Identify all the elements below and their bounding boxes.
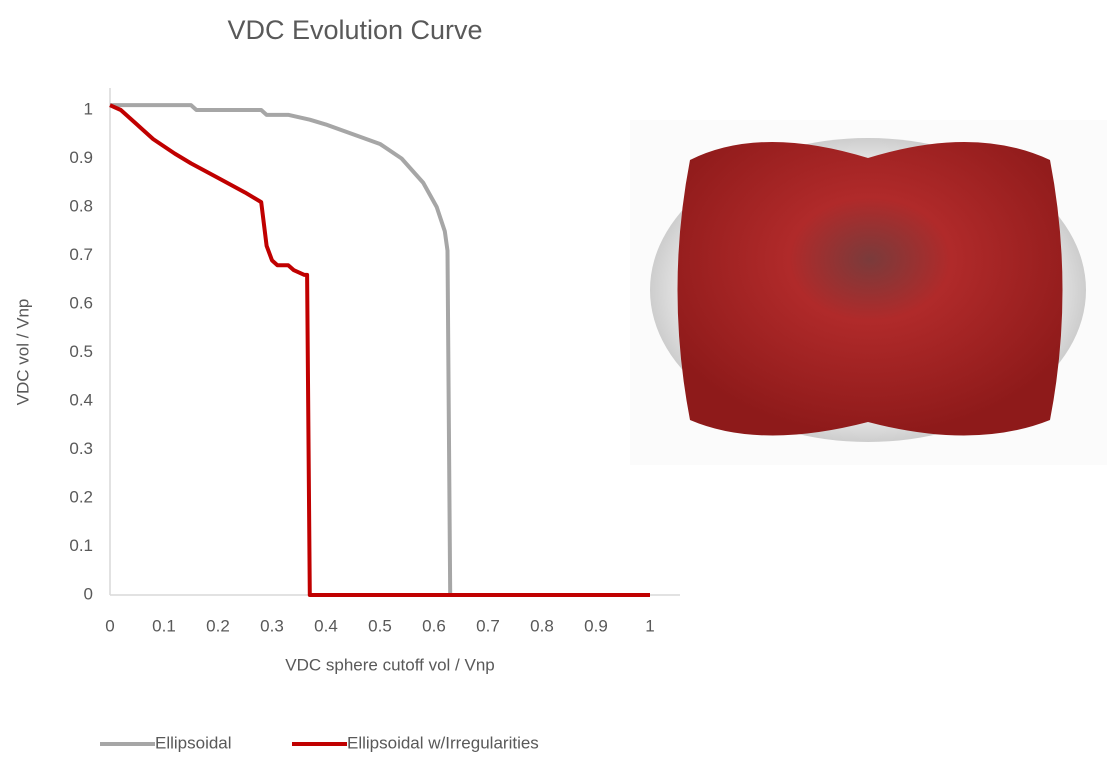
x-tick-label: 0.8 <box>530 616 554 635</box>
y-tick-label: 0.8 <box>69 196 93 215</box>
x-tick-label: 0.5 <box>368 616 392 635</box>
x-tick-label: 0.3 <box>260 616 284 635</box>
y-axis-label: VDC vol / Vnp <box>13 299 32 406</box>
x-axis-label: VDC sphere cutoff vol / Vnp <box>285 655 494 674</box>
data-line <box>110 103 650 597</box>
x-tick-label: 0.6 <box>422 616 446 635</box>
y-tick-label: 0.1 <box>69 536 93 555</box>
legend-label: Ellipsoidal <box>155 733 232 752</box>
x-tick-label: 0.2 <box>206 616 230 635</box>
x-tick-label: 0.4 <box>314 616 338 635</box>
legend-label: Ellipsoidal w/Irregularities <box>347 733 539 752</box>
y-tick-label: 0.4 <box>69 390 93 409</box>
x-tick-label: 0 <box>105 616 114 635</box>
data-line <box>109 103 650 597</box>
x-tick-label: 1 <box>645 616 654 635</box>
chart-title: VDC Evolution Curve <box>227 15 482 45</box>
render-image <box>630 120 1107 465</box>
y-tick-label: 0.7 <box>69 245 93 264</box>
x-tick-label: 0.7 <box>476 616 500 635</box>
y-tick-label: 1 <box>84 99 93 118</box>
x-tick-label: 0.1 <box>152 616 176 635</box>
y-tick-label: 0.5 <box>69 342 93 361</box>
y-tick-label: 0.3 <box>69 439 93 458</box>
y-tick-label: 0 <box>84 584 93 603</box>
y-tick-label: 0.6 <box>69 293 93 312</box>
x-tick-label: 0.9 <box>584 616 608 635</box>
y-tick-label: 0.9 <box>69 148 93 167</box>
y-tick-label: 0.2 <box>69 487 93 506</box>
